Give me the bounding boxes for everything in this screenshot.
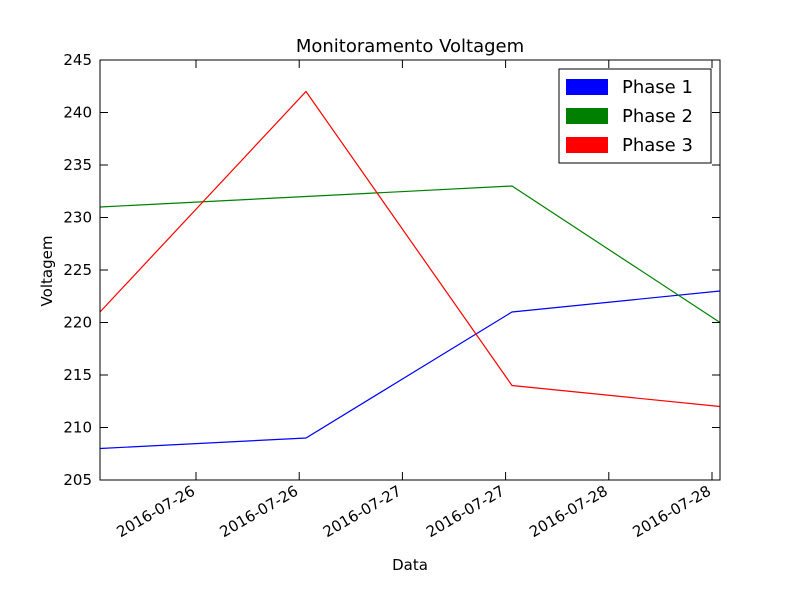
y-tick-label: 240 — [63, 104, 92, 122]
y-tick-label: 215 — [63, 366, 92, 384]
legend-label-phase-2: Phase 2 — [622, 106, 693, 127]
legend-swatch-phase-1 — [566, 79, 608, 95]
legend-label-phase-3: Phase 3 — [622, 135, 693, 156]
y-tick-label: 220 — [63, 314, 92, 332]
legend: Phase 1 Phase 2 Phase 3 — [558, 68, 712, 164]
y-axis-label: Voltagem — [38, 236, 56, 307]
legend-label-phase-1: Phase 1 — [622, 77, 693, 98]
x-axis-label: Data — [392, 556, 428, 574]
y-axis-ticks: 205 210 215 220 225 230 235 240 245 — [63, 51, 720, 489]
y-tick-label: 225 — [63, 261, 92, 279]
plot-frame — [99, 59, 721, 481]
legend-swatch-phase-2 — [566, 108, 608, 124]
series-layer — [99, 90, 721, 450]
chart-title: Monitoramento Voltagem — [296, 36, 524, 57]
y-tick-label: 235 — [63, 156, 92, 174]
series-line-phase-3 — [99, 90, 721, 408]
legend-swatch-phase-3 — [566, 137, 608, 153]
y-tick-label: 210 — [63, 419, 92, 437]
y-tick-label: 245 — [63, 51, 92, 69]
series-line-phase-1 — [99, 290, 721, 450]
y-tick-label: 205 — [63, 471, 92, 489]
y-tick-label: 230 — [63, 209, 92, 227]
